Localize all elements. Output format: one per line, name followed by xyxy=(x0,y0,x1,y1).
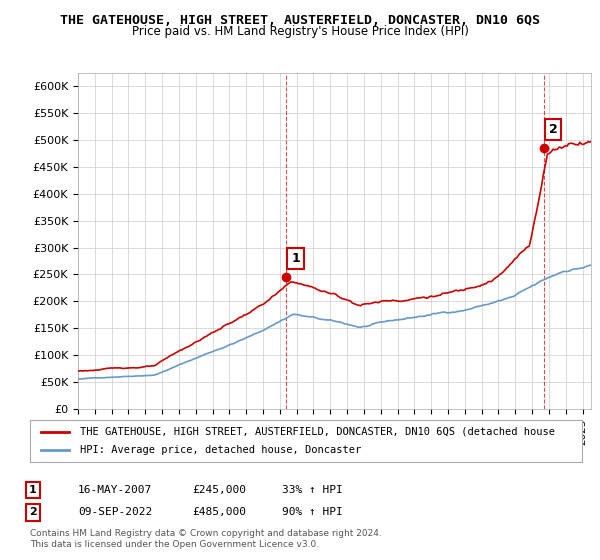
Text: 1: 1 xyxy=(291,252,300,265)
Text: THE GATEHOUSE, HIGH STREET, AUSTERFIELD, DONCASTER, DN10 6QS: THE GATEHOUSE, HIGH STREET, AUSTERFIELD,… xyxy=(60,14,540,27)
Text: 2: 2 xyxy=(29,507,37,517)
Text: Contains HM Land Registry data © Crown copyright and database right 2024.
This d: Contains HM Land Registry data © Crown c… xyxy=(30,529,382,549)
Text: THE GATEHOUSE, HIGH STREET, AUSTERFIELD, DONCASTER, DN10 6QS (detached house: THE GATEHOUSE, HIGH STREET, AUSTERFIELD,… xyxy=(80,427,554,437)
Text: £485,000: £485,000 xyxy=(192,507,246,517)
Text: 90% ↑ HPI: 90% ↑ HPI xyxy=(282,507,343,517)
Text: Price paid vs. HM Land Registry's House Price Index (HPI): Price paid vs. HM Land Registry's House … xyxy=(131,25,469,38)
Text: 1: 1 xyxy=(29,485,37,495)
Text: 2: 2 xyxy=(549,123,557,136)
Text: 16-MAY-2007: 16-MAY-2007 xyxy=(78,485,152,495)
Text: 09-SEP-2022: 09-SEP-2022 xyxy=(78,507,152,517)
Text: £245,000: £245,000 xyxy=(192,485,246,495)
Text: HPI: Average price, detached house, Doncaster: HPI: Average price, detached house, Donc… xyxy=(80,445,361,455)
Text: 33% ↑ HPI: 33% ↑ HPI xyxy=(282,485,343,495)
